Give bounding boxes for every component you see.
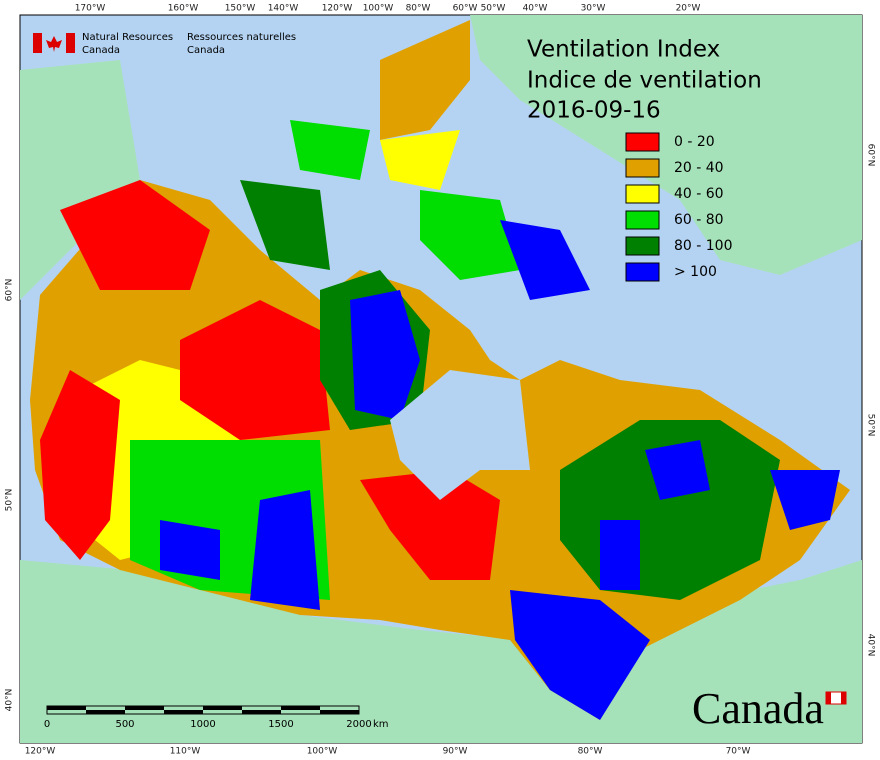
longitude-label: 120°W: [25, 747, 56, 757]
legend-swatch: [625, 236, 660, 256]
longitude-label: 80°W: [406, 4, 431, 14]
zone: [770, 470, 840, 530]
basemap: [20, 15, 862, 743]
island: [290, 120, 370, 180]
scale-label: 2000: [346, 719, 371, 730]
island: [240, 180, 330, 270]
legend-swatch: [625, 158, 660, 178]
zone: [600, 520, 640, 590]
scale-segment: [164, 710, 203, 714]
zone: [40, 370, 120, 560]
legend-swatch: [625, 132, 660, 152]
legend-label: 60 - 80: [674, 212, 724, 228]
scale-label: 1500: [268, 719, 293, 730]
zone: [60, 180, 210, 290]
flag-bar: [33, 33, 42, 53]
legend-label: 0 - 20: [674, 134, 715, 150]
scale-outline: [46, 705, 360, 715]
longitude-label: 40°W: [523, 4, 548, 14]
title: Indice de ventilation: [527, 68, 762, 94]
scale-label: 500: [115, 719, 134, 730]
graticule: 170°W 160°W 150°W 140°W 120°W 100°W 80°W 60°W 50…: [5, 4, 876, 757]
agency-fr: Ressources naturelles: [187, 32, 296, 43]
legend-swatch: [625, 184, 660, 204]
island: [420, 190, 520, 280]
scale-segment: [242, 710, 281, 714]
title: Ventilation Index: [527, 37, 720, 63]
longitude-label: 20°W: [676, 4, 701, 14]
flag-bar: [66, 33, 75, 53]
longitude-label: 60°W: [453, 4, 478, 14]
agency-fr: Canada: [187, 45, 225, 56]
latitude-label: 40°N: [866, 634, 876, 657]
legend-swatch: [625, 210, 660, 230]
longitude-label: 150°W: [225, 4, 256, 14]
hudson-bay: [390, 370, 530, 500]
flag-leaf: [46, 36, 62, 52]
date: 2016-09-16: [527, 98, 661, 124]
legend-swatch: [625, 262, 660, 282]
alaska: [20, 60, 140, 300]
longitude-label: 120°W: [322, 4, 353, 14]
scale-segment: [281, 706, 320, 710]
scale-segment: [47, 706, 86, 710]
longitude-label: 100°W: [307, 747, 338, 757]
greenland: [470, 15, 862, 275]
longitude-label: 50°W: [481, 4, 506, 14]
longitude-label: 100°W: [363, 4, 394, 14]
scale-segment: [125, 706, 164, 710]
longitude-label: 170°W: [75, 4, 106, 14]
zone: [350, 290, 420, 420]
latitude-label: 60°N: [5, 279, 15, 302]
longitude-label: 70°W: [726, 747, 751, 757]
scale-segment: [320, 710, 359, 714]
legend-label: 80 - 100: [674, 238, 733, 254]
wordmark: Canada: [692, 684, 847, 733]
longitude-label: 140°W: [268, 4, 299, 14]
longitude-label: 160°W: [168, 4, 199, 14]
legend: 0 - 20 20 - 40 40 - 60 60 - 80 80 - 100 > 100: [625, 132, 733, 282]
longitude-label: 110°W: [170, 747, 201, 757]
legend-label: 40 - 60: [674, 186, 724, 202]
zone: [645, 440, 710, 500]
scale-segment: [86, 710, 125, 714]
agency-logo: Natural Resources Canada Ressources natu…: [33, 32, 296, 56]
longitude-label: 30°W: [581, 4, 606, 14]
wordmark-flag: [841, 692, 846, 704]
island: [380, 20, 470, 140]
agency-en: Canada: [82, 45, 120, 56]
latitude-label: 40°N: [5, 689, 15, 712]
zone: [510, 590, 650, 720]
scale-label: 0: [44, 719, 50, 730]
island: [380, 130, 460, 190]
latitude-label: 50°N: [5, 489, 15, 512]
scale-segment: [203, 706, 242, 710]
zone: [180, 300, 330, 440]
scale-unit: km: [373, 719, 389, 730]
legend-label: > 100: [674, 264, 717, 280]
usa: [20, 560, 862, 743]
island: [500, 220, 590, 300]
latitude-label: 60°N: [866, 144, 876, 167]
scale-bar: 0 500 1000 1500 2000 km: [44, 705, 389, 730]
wordmark-text: Canada: [692, 684, 824, 733]
zone: [250, 490, 320, 610]
agency-en: Natural Resources: [82, 32, 173, 43]
zone: [360, 470, 500, 580]
latitude-label: 50°N: [866, 414, 876, 437]
zone: [160, 520, 220, 580]
wordmark-flag: [826, 692, 831, 704]
legend-label: 20 - 40: [674, 160, 724, 176]
scale-label: 1000: [190, 719, 215, 730]
longitude-label: 90°W: [443, 747, 468, 757]
longitude-label: 80°W: [578, 747, 603, 757]
